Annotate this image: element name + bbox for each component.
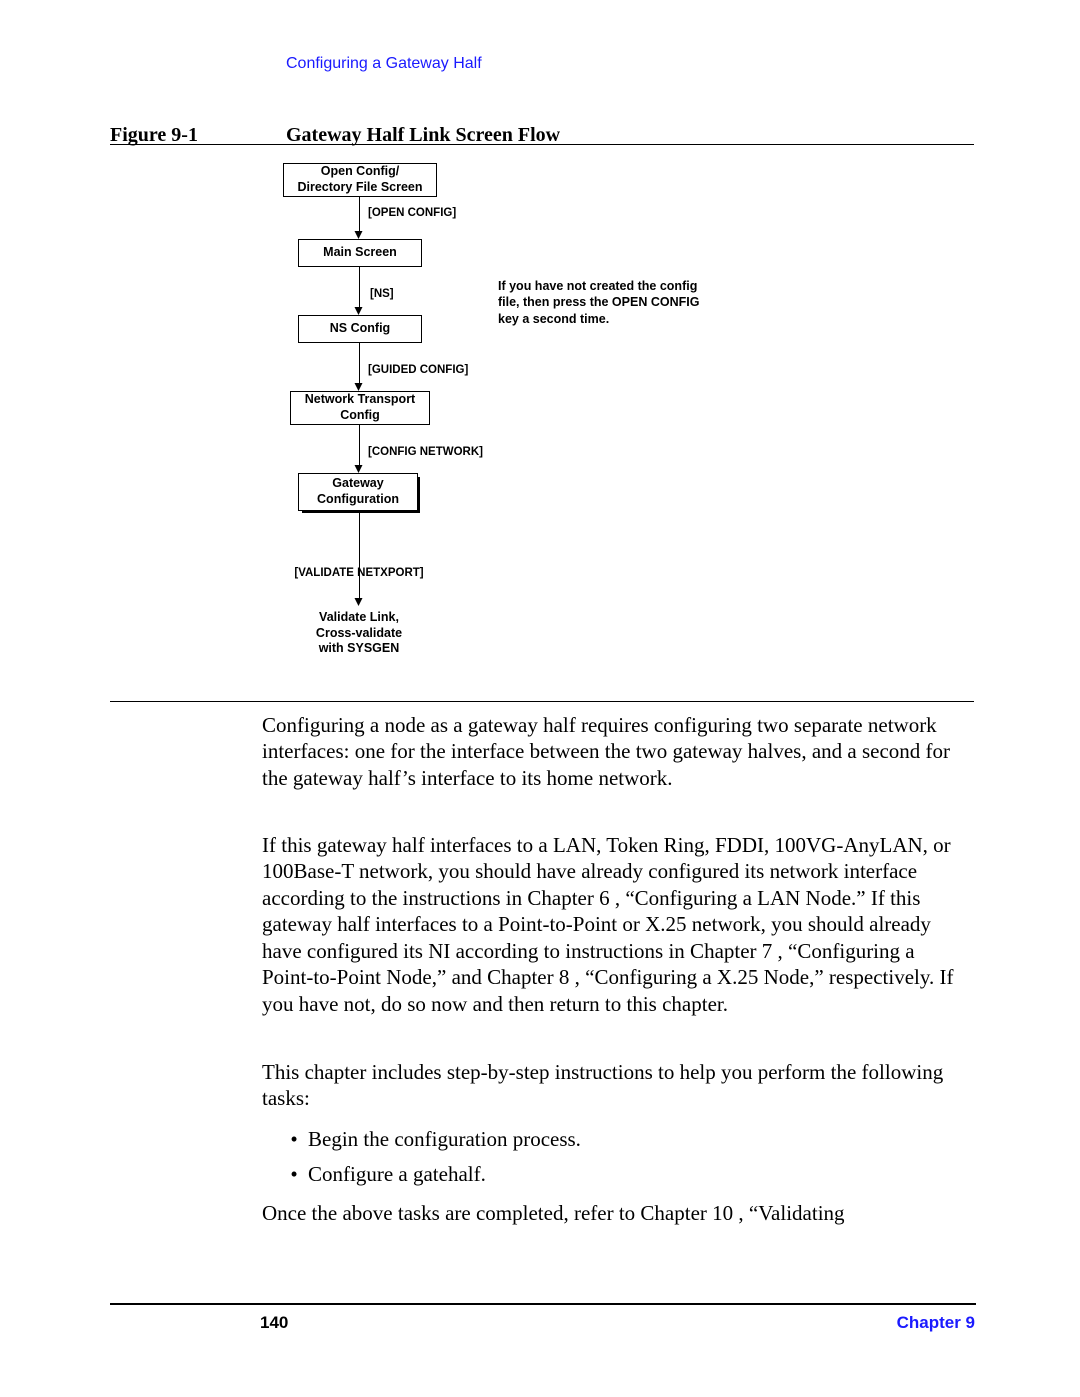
flow-node-gateway-config: Gateway Configuration (298, 473, 418, 511)
flow-node-ns-config: NS Config (298, 315, 422, 343)
paragraph: This chapter includes step-by-step instr… (262, 1059, 966, 1112)
paragraph: If this gateway half interfaces to a LAN… (262, 832, 966, 1017)
flow-edge (359, 342, 360, 384)
page: Configuring a Gateway Half Figure 9-1 Ga… (0, 0, 1080, 1397)
list-item-text: Configure a gatehalf. (308, 1162, 486, 1186)
flow-note: If you have not created the config file,… (498, 278, 718, 327)
arrow-down-icon (355, 465, 363, 473)
list-item: •Begin the configuration process. (280, 1126, 984, 1153)
list-item: •Configure a gatehalf. (280, 1161, 984, 1188)
flow-node-network-transport: Network Transport Config (290, 391, 430, 425)
flow-edge-label: [CONFIG NETWORK] (368, 446, 483, 458)
flow-node-label: NS Config (330, 321, 390, 337)
paragraph: Once the above tasks are completed, refe… (262, 1200, 966, 1226)
flow-node-label: Gateway Configuration (317, 476, 399, 507)
figure-frame: Open Config/ Directory File Screen [OPEN… (110, 144, 974, 702)
page-number: 140 (260, 1313, 288, 1333)
bullet-icon: • (280, 1126, 308, 1153)
flow-edge (359, 196, 360, 232)
flow-edge (359, 424, 360, 466)
arrow-down-icon (355, 231, 363, 239)
flow-edge-label: [NS] (370, 288, 394, 300)
flow-node-main-screen: Main Screen (298, 239, 422, 267)
footer-rule (110, 1303, 976, 1305)
flow-edge (359, 513, 360, 599)
bullet-icon: • (280, 1161, 308, 1188)
flow-node-label: Main Screen (323, 245, 397, 261)
chapter-link[interactable]: Chapter 9 (897, 1313, 975, 1333)
flow-node-open-config: Open Config/ Directory File Screen (283, 163, 437, 197)
flow-node-label: Open Config/ Directory File Screen (297, 164, 422, 195)
arrow-down-icon (355, 307, 363, 315)
flow-edge-label: [GUIDED CONFIG] (368, 364, 468, 376)
section-header: Configuring a Gateway Half (286, 55, 482, 73)
flow-edge (359, 266, 360, 308)
flow-end-label: Validate Link, Cross-validate with SYSGE… (290, 610, 428, 657)
flow-edge-label: [VALIDATE NETXPORT] (290, 567, 428, 579)
arrow-down-icon (355, 383, 363, 391)
paragraph: Configuring a node as a gateway half req… (262, 712, 966, 791)
flow-diagram: Open Config/ Directory File Screen [OPEN… (110, 145, 974, 701)
flow-node-label: Network Transport Config (305, 392, 415, 423)
list-item-text: Begin the configuration process. (308, 1127, 581, 1151)
arrow-down-icon (355, 598, 363, 606)
flow-edge-label: [OPEN CONFIG] (368, 207, 456, 219)
